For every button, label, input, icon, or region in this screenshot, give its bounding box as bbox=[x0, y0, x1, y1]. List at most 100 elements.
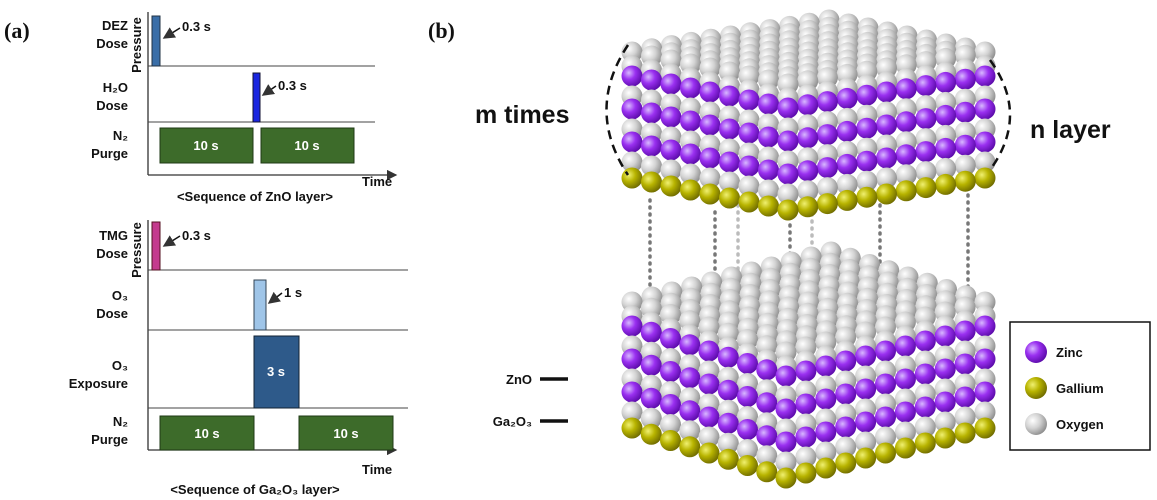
atom bbox=[739, 123, 760, 144]
atom bbox=[935, 72, 956, 93]
atom bbox=[737, 386, 758, 407]
atom bbox=[815, 389, 836, 410]
legend: Zinc Gallium Oxygen bbox=[1010, 322, 1150, 450]
atom bbox=[975, 132, 996, 153]
atom bbox=[661, 140, 682, 161]
atom bbox=[641, 172, 662, 193]
atom bbox=[935, 392, 956, 413]
atom bbox=[856, 118, 877, 139]
pulse-label: 1 s bbox=[284, 285, 302, 300]
atom bbox=[855, 346, 876, 367]
atom bbox=[622, 349, 643, 370]
atom bbox=[641, 103, 662, 124]
atom bbox=[955, 171, 976, 192]
atom bbox=[718, 347, 739, 368]
atom bbox=[699, 341, 720, 362]
atom bbox=[737, 455, 758, 476]
atom bbox=[876, 148, 897, 169]
pulse-label: 10 s bbox=[194, 426, 219, 441]
x-axis-label: Time bbox=[362, 174, 392, 189]
row-label: O₃ bbox=[112, 358, 128, 373]
atom bbox=[855, 412, 876, 433]
atom bbox=[837, 121, 858, 142]
atom bbox=[739, 90, 760, 111]
atom bbox=[975, 382, 996, 403]
pulse bbox=[253, 73, 260, 122]
arrow bbox=[269, 293, 282, 303]
atom bbox=[835, 417, 856, 438]
zno-sequence: Pressure Time DEZ Dose H₂O Dose N₂ Purge… bbox=[91, 12, 396, 204]
atom bbox=[660, 328, 681, 349]
atom bbox=[797, 94, 818, 115]
atom bbox=[795, 361, 816, 382]
row-label: H₂O bbox=[103, 80, 128, 95]
atom bbox=[896, 180, 917, 201]
atom bbox=[739, 156, 760, 177]
atom bbox=[915, 75, 936, 96]
atom bbox=[758, 94, 779, 115]
brace-label: n layer bbox=[1030, 116, 1111, 144]
atom bbox=[680, 78, 701, 99]
atom bbox=[955, 102, 976, 123]
atom bbox=[622, 168, 643, 189]
legend-label: Zinc bbox=[1056, 345, 1083, 360]
atom bbox=[915, 141, 936, 162]
atom bbox=[896, 111, 917, 132]
atom bbox=[837, 190, 858, 211]
atom bbox=[622, 132, 643, 153]
atom bbox=[935, 138, 956, 159]
atom bbox=[680, 144, 701, 165]
atom bbox=[778, 131, 799, 152]
atom bbox=[700, 184, 721, 205]
atom bbox=[876, 115, 897, 136]
atom bbox=[837, 88, 858, 109]
atom bbox=[875, 407, 896, 428]
atom bbox=[955, 321, 976, 342]
atom bbox=[641, 322, 662, 343]
atom bbox=[641, 70, 662, 91]
atom bbox=[679, 334, 700, 355]
brace-label: m times bbox=[475, 101, 569, 129]
atom bbox=[855, 448, 876, 469]
atom bbox=[795, 463, 816, 484]
atom bbox=[679, 367, 700, 388]
atom bbox=[758, 196, 779, 217]
atom bbox=[975, 349, 996, 370]
legend-label: Oxygen bbox=[1056, 417, 1104, 432]
atom bbox=[797, 127, 818, 148]
atom bbox=[679, 400, 700, 421]
row-label: Exposure bbox=[69, 376, 128, 391]
atom bbox=[756, 359, 777, 380]
atom bbox=[875, 341, 896, 362]
atom bbox=[797, 196, 818, 217]
atom bbox=[876, 184, 897, 205]
atom bbox=[719, 152, 740, 173]
row-label: Dose bbox=[96, 306, 128, 321]
atom bbox=[737, 353, 758, 374]
atom bbox=[935, 105, 956, 126]
atom bbox=[817, 91, 838, 112]
atom bbox=[718, 449, 739, 470]
atom bbox=[641, 424, 662, 445]
atom bbox=[875, 374, 896, 395]
atom bbox=[718, 413, 739, 434]
y-axis-label: Pressure bbox=[129, 17, 144, 73]
atom bbox=[856, 187, 877, 208]
atom bbox=[700, 115, 721, 136]
atom bbox=[876, 82, 897, 103]
row-label: Dose bbox=[96, 36, 128, 51]
atom bbox=[776, 432, 797, 453]
atom bbox=[955, 354, 976, 375]
atom bbox=[935, 428, 956, 449]
pulse-label: 0.3 s bbox=[182, 228, 211, 243]
atom bbox=[641, 355, 662, 376]
atom bbox=[975, 168, 996, 189]
atom bbox=[758, 127, 779, 148]
atom bbox=[719, 86, 740, 107]
legend-label: Gallium bbox=[1056, 381, 1104, 396]
atom bbox=[778, 98, 799, 119]
atom bbox=[737, 419, 758, 440]
pulse-label: 0.3 s bbox=[278, 78, 307, 93]
atom bbox=[875, 443, 896, 464]
ga2o3-sequence: Pressure Time TMG Dose O₃ Dose O₃ Exposu… bbox=[69, 220, 408, 497]
